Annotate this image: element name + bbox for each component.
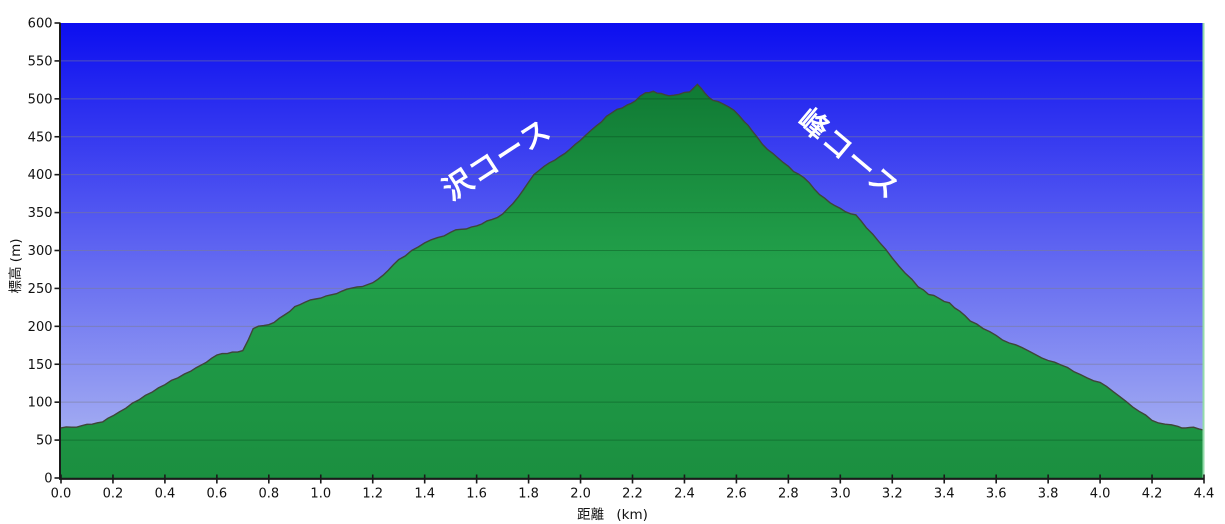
x-tick-label: 2.8 xyxy=(778,487,799,502)
y-tick-label: 300 xyxy=(28,244,53,259)
y-tick-label: 150 xyxy=(28,358,53,373)
x-tick-label: 0.0 xyxy=(51,487,72,502)
x-tick-label: 3.2 xyxy=(882,487,903,502)
y-tick-label: 200 xyxy=(28,320,53,335)
x-tick-label: 1.4 xyxy=(414,487,435,502)
x-tick-label: 2.2 xyxy=(622,487,643,502)
y-tick-label: 400 xyxy=(28,168,53,183)
x-tick-label: 0.8 xyxy=(258,487,279,502)
y-tick-label: 250 xyxy=(28,282,53,297)
x-tick-label: 0.2 xyxy=(103,487,124,502)
x-axis-title: 距離 (km) xyxy=(577,507,648,523)
x-tick-label: 4.4 xyxy=(1194,487,1215,502)
x-tick-label: 4.0 xyxy=(1090,487,1111,502)
x-tick-label: 1.6 xyxy=(466,487,487,502)
y-tick-label: 500 xyxy=(28,92,53,107)
y-tick-label: 350 xyxy=(28,206,53,221)
x-tick-label: 1.0 xyxy=(310,487,331,502)
x-tick-label: 2.0 xyxy=(570,487,591,502)
y-tick-label: 100 xyxy=(28,396,53,411)
x-tick-label: 0.4 xyxy=(155,487,176,502)
y-tick-label: 600 xyxy=(28,17,53,32)
y-tick-label: 0 xyxy=(44,472,52,487)
y-tick-label: 50 xyxy=(36,434,53,449)
x-tick-label: 1.8 xyxy=(518,487,539,502)
x-tick-label: 3.4 xyxy=(934,487,955,502)
x-tick-label: 3.0 xyxy=(830,487,851,502)
x-tick-label: 0.6 xyxy=(207,487,228,502)
y-tick-label: 550 xyxy=(28,54,53,69)
x-tick-label: 2.4 xyxy=(674,487,695,502)
x-tick-label: 1.2 xyxy=(362,487,383,502)
x-tick-label: 3.8 xyxy=(1038,487,1059,502)
x-tick-label: 2.6 xyxy=(726,487,747,502)
x-tick-label: 4.2 xyxy=(1142,487,1163,502)
y-tick-label: 450 xyxy=(28,130,53,145)
elevation-outline xyxy=(60,83,1205,431)
elevation-area xyxy=(61,84,1204,479)
x-tick-label: 3.6 xyxy=(986,487,1007,502)
